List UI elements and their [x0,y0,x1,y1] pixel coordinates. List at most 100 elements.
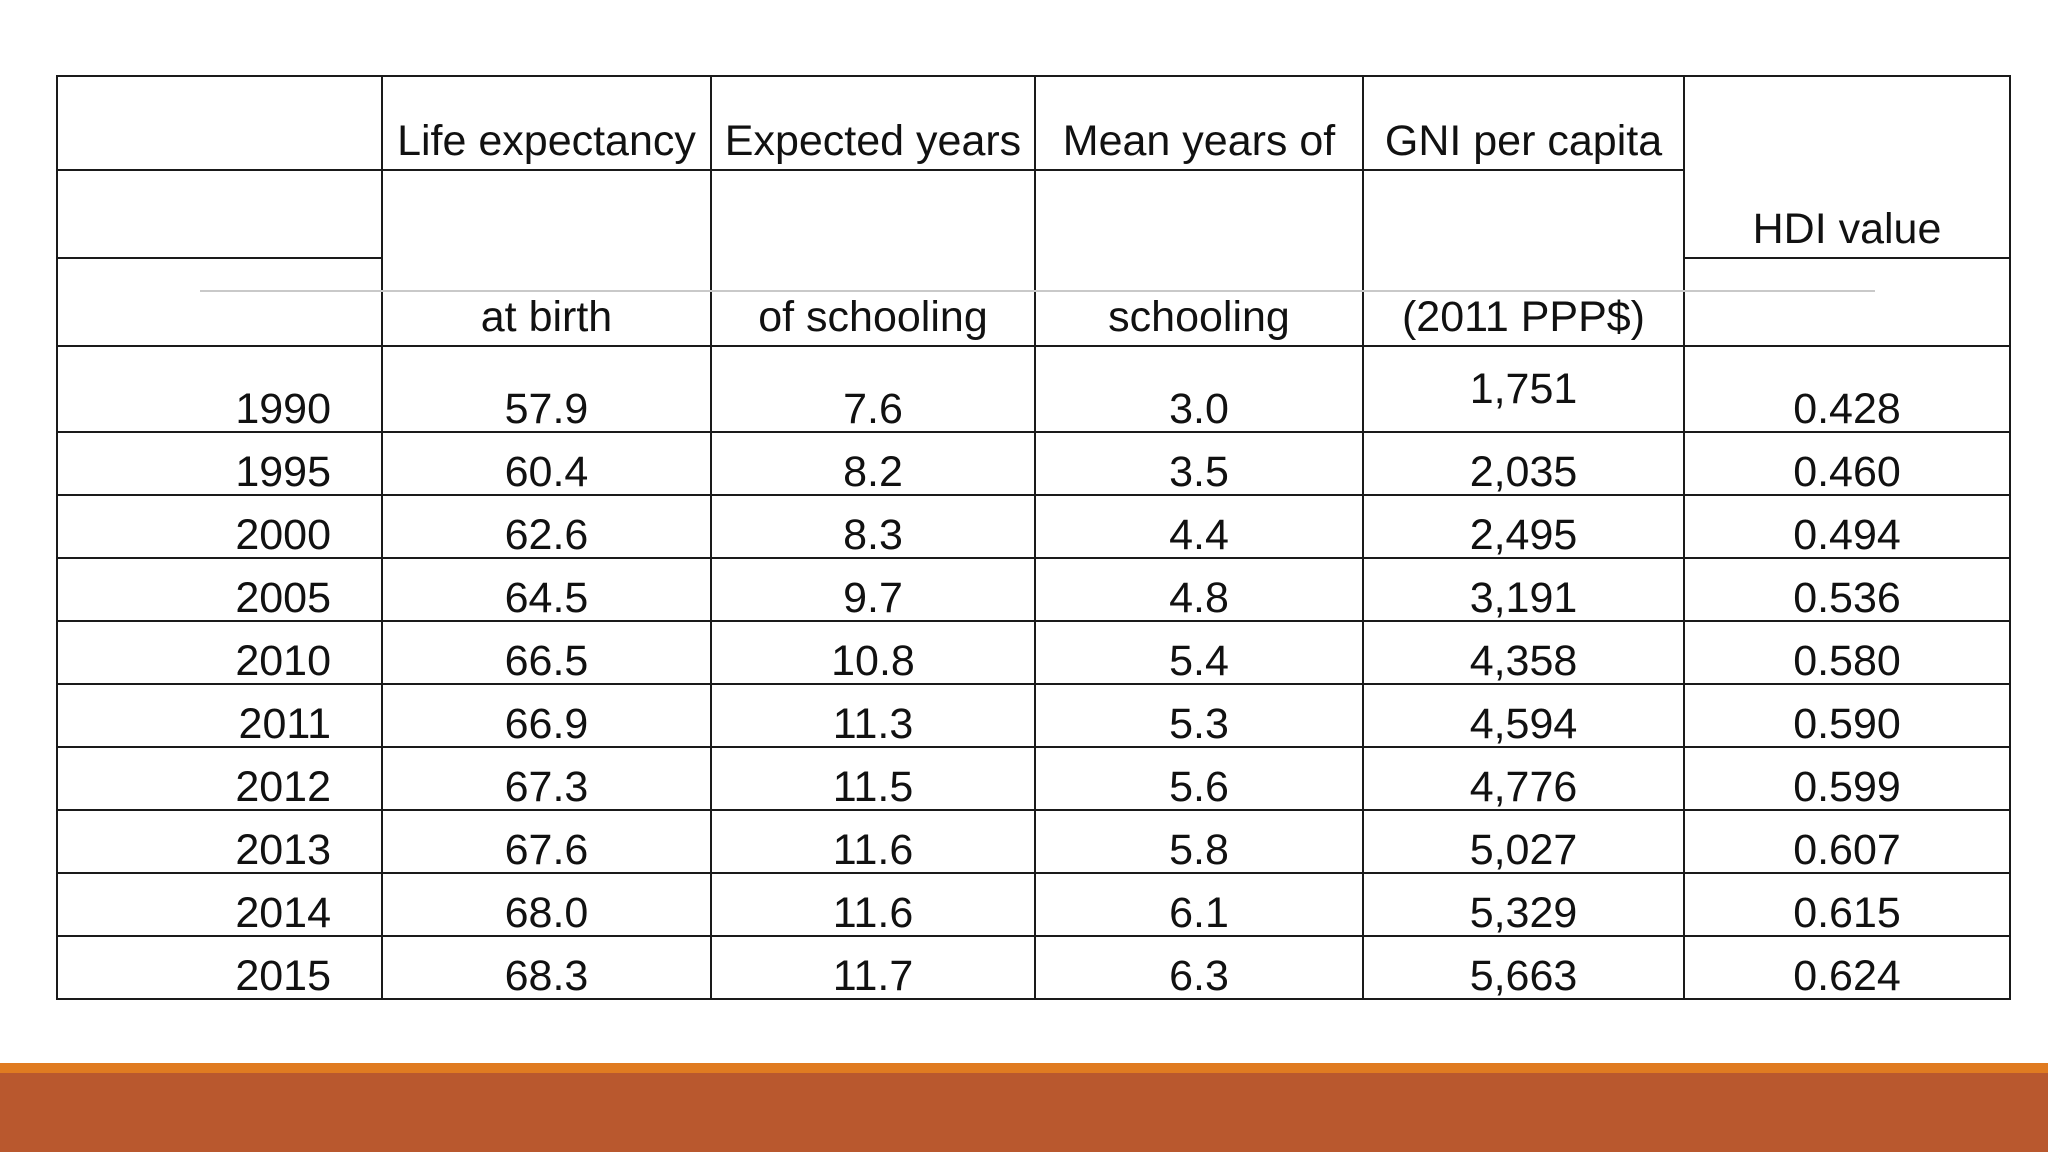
table-row: 1995 60.4 8.2 3.5 2,035 0.460 [56,431,2011,496]
header-text: of schooling [758,293,988,341]
footer-accent-stripe [0,1063,2048,1073]
expected-years-cell: 10.8 [710,620,1036,685]
header-text: schooling [1108,293,1290,341]
hdi-cell: 0.599 [1683,746,2011,811]
life-expectancy-cell: 57.9 [381,345,712,433]
life-expectancy-cell: 62.6 [381,494,712,559]
hdi-cell: 0.615 [1683,872,2011,937]
expected-years-cell: 9.7 [710,557,1036,622]
life-expectancy-cell: 60.4 [381,431,712,496]
expected-years-cell: 8.2 [710,431,1036,496]
mean-years-cell: 4.4 [1034,494,1364,559]
year-cell: 2012 [56,746,383,811]
header-expected-years-line2: of schooling [710,169,1036,347]
header-life-expectancy-line2: at birth [381,169,712,347]
expected-years-cell: 11.6 [710,809,1036,874]
hdi-cell: 0.460 [1683,431,2011,496]
header-gni-line1: GNI per capita [1362,75,1685,171]
year-cell: 2000 [56,494,383,559]
hdi-cell: 0.590 [1683,683,2011,748]
mean-years-cell: 6.3 [1034,935,1364,1000]
mean-years-cell: 4.8 [1034,557,1364,622]
footer-accent-band [0,1073,2048,1152]
hdi-cell: 0.607 [1683,809,2011,874]
gni-cell: 5,027 [1362,809,1685,874]
hdi-cell: 0.624 [1683,935,2011,1000]
year-cell: 1995 [56,431,383,496]
header-expected-years-line1: Expected years [710,75,1036,171]
mean-years-cell: 3.5 [1034,431,1364,496]
mean-years-cell: 5.3 [1034,683,1364,748]
table-row: 2014 68.0 11.6 6.1 5,329 0.615 [56,872,2011,937]
header-gni-line2: (2011 PPP$) [1362,169,1685,347]
life-expectancy-cell: 67.6 [381,809,712,874]
gni-cell: 4,776 [1362,746,1685,811]
table-row: 2010 66.5 10.8 5.4 4,358 0.580 [56,620,2011,685]
expected-years-cell: 7.6 [710,345,1036,433]
gni-cell: 3,191 [1362,557,1685,622]
table-row: 2012 67.3 11.5 5.6 4,776 0.599 [56,746,2011,811]
expected-years-cell: 11.6 [710,872,1036,937]
expected-years-cell: 11.3 [710,683,1036,748]
year-cell: 1990 [56,345,383,433]
gni-cell: 1,751 [1362,345,1685,433]
header-guide-rule [200,290,1875,292]
life-expectancy-cell: 68.3 [381,935,712,1000]
header-text: (2011 PPP$) [1401,293,1645,341]
header-blank-cell [56,257,383,347]
header-hdi-value: HDI value [1683,75,2011,259]
header-row-3 [56,257,2011,347]
header-text: HDI value [1752,205,1942,253]
life-expectancy-cell: 68.0 [381,872,712,937]
year-cell: 2011 [56,683,383,748]
life-expectancy-cell: 64.5 [381,557,712,622]
life-expectancy-cell: 66.9 [381,683,712,748]
gni-cell: 4,594 [1362,683,1685,748]
header-mean-years-line2: schooling [1034,169,1364,347]
hdi-table-container: Life expectancy Expected years Mean year… [56,75,2011,1000]
expected-years-cell: 8.3 [710,494,1036,559]
hdi-cell: 0.428 [1683,345,2011,433]
gni-cell: 5,663 [1362,935,1685,1000]
header-life-expectancy-line1: Life expectancy [381,75,712,171]
gni-cell: 4,358 [1362,620,1685,685]
mean-years-cell: 5.4 [1034,620,1364,685]
table-row: 2000 62.6 8.3 4.4 2,495 0.494 [56,494,2011,559]
header-blank-cell [56,169,383,259]
mean-years-cell: 6.1 [1034,872,1364,937]
year-cell: 2010 [56,620,383,685]
table-row: 2005 64.5 9.7 4.8 3,191 0.536 [56,557,2011,622]
header-text: at birth [480,293,613,341]
table-row: 1990 57.9 7.6 3.0 1,751 0.428 [56,345,2011,433]
hdi-table: Life expectancy Expected years Mean year… [56,75,2011,1000]
hdi-cell: 0.536 [1683,557,2011,622]
header-blank-cell [56,75,383,171]
table-row: 2013 67.6 11.6 5.8 5,027 0.607 [56,809,2011,874]
header-blank-cell [1683,257,2011,347]
header-text: Life expectancy [397,117,696,165]
expected-years-cell: 11.7 [710,935,1036,1000]
year-cell: 2005 [56,557,383,622]
header-mean-years-line1: Mean years of [1034,75,1364,171]
year-cell: 2013 [56,809,383,874]
year-cell: 2015 [56,935,383,1000]
header-row-2: at birth of schooling schooling (2011 PP… [56,169,2010,347]
gni-cell: 2,495 [1362,494,1685,559]
mean-years-cell: 5.8 [1034,809,1364,874]
year-cell: 2014 [56,872,383,937]
hdi-cell: 0.580 [1683,620,2011,685]
table-row: 2015 68.3 11.7 6.3 5,663 0.624 [56,935,2011,1000]
gni-cell: 2,035 [1362,431,1685,496]
mean-years-cell: 3.0 [1034,345,1364,433]
header-text: Expected years [724,117,1022,165]
hdi-cell: 0.494 [1683,494,2011,559]
table-row: 2011 66.9 11.3 5.3 4,594 0.590 [56,683,2011,748]
expected-years-cell: 11.5 [710,746,1036,811]
mean-years-cell: 5.6 [1034,746,1364,811]
life-expectancy-cell: 67.3 [381,746,712,811]
header-row-1: Life expectancy Expected years Mean year… [56,75,2011,259]
gni-cell: 5,329 [1362,872,1685,937]
header-text: Mean years of [1062,117,1336,165]
life-expectancy-cell: 66.5 [381,620,712,685]
